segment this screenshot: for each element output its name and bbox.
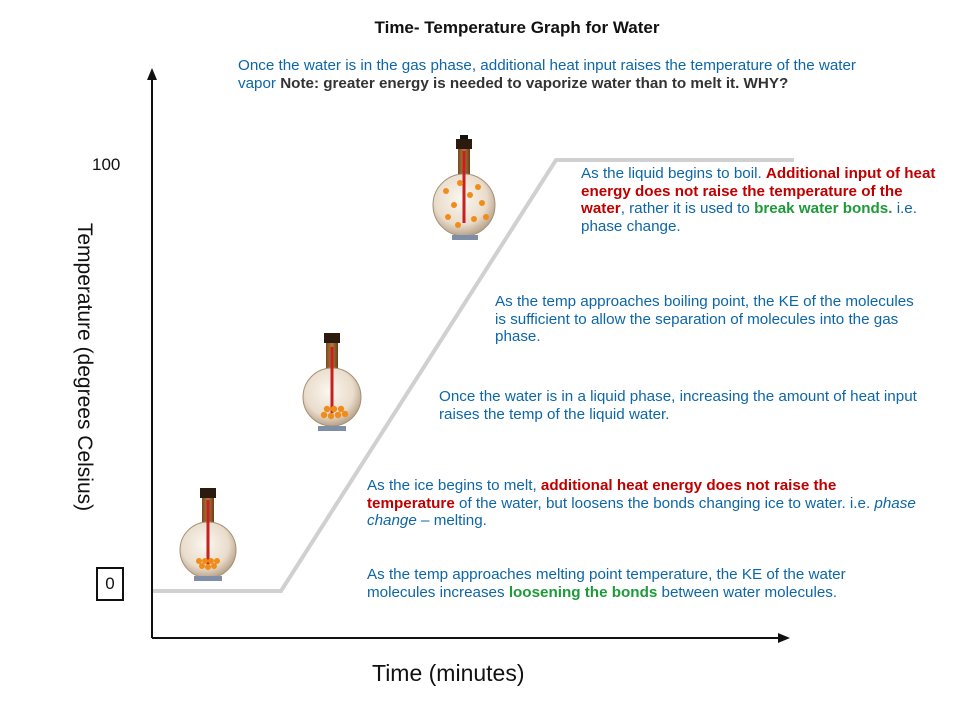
note-approach-boiling-text: As the temp approaches boiling point, th… <box>495 293 914 346</box>
note-boiling-middle: , rather it is used to <box>620 200 755 218</box>
note-boiling: As the liquid begins to boil. Additional… <box>581 165 946 235</box>
note-liquid-phase-text: Once the water is in a liquid phase, inc… <box>439 388 917 423</box>
y-tick-100: 100 <box>92 155 121 174</box>
heating-curve-line <box>152 158 794 593</box>
note-melting-end: – melting. <box>416 512 487 530</box>
y-tick-0: 0 <box>96 567 124 601</box>
note-boiling-intro: As the liquid begins to boil. <box>581 165 766 182</box>
note-approach-melting-intro: As the temp approaches melting point tem… <box>367 566 846 601</box>
flask-liquid-icon <box>302 333 362 431</box>
note-melting-middle: of the water, but loosens the bonds chan… <box>454 494 875 512</box>
note-approach-melting-emphasis: loosening the bonds <box>508 583 658 601</box>
note-boiling-emphasis: Additional input of heat energy does not… <box>581 165 936 218</box>
y-axis <box>147 68 157 638</box>
note-gas-phase: Once the water is in the gas phase, addi… <box>238 57 878 92</box>
x-axis-label: Time (minutes) <box>372 660 525 686</box>
diagram-title: Time- Temperature Graph for Water <box>374 18 660 37</box>
y-axis-label: Temperature (degrees Celsius) <box>73 222 96 512</box>
note-gas-phase-question: Note: greater energy is needed to vapori… <box>280 74 789 92</box>
note-melting-intro: As the ice begins to melt, <box>367 477 541 494</box>
note-approach-melting: As the temp approaches melting point tem… <box>367 566 877 601</box>
note-boiling-end: i.e. phase change. <box>581 200 917 235</box>
note-gas-phase-text: Once the water is in the gas phase, addi… <box>238 57 856 92</box>
flask-boiling-icon <box>432 135 496 240</box>
note-melting-emphasis: additional heat energy does not raise th… <box>367 477 837 512</box>
note-approach-boiling: As the temp approaches boiling point, th… <box>495 293 920 346</box>
note-boiling-bonds: break water bonds. <box>754 200 893 218</box>
note-melting-phase-change: phase change <box>367 494 916 530</box>
note-melting: As the ice begins to melt, additional he… <box>367 477 927 530</box>
x-axis <box>152 633 790 643</box>
note-approach-melting-end: between water molecules. <box>657 583 838 601</box>
note-liquid-phase: Once the water is in a liquid phase, inc… <box>439 388 919 423</box>
flask-solid-icon <box>179 488 237 581</box>
